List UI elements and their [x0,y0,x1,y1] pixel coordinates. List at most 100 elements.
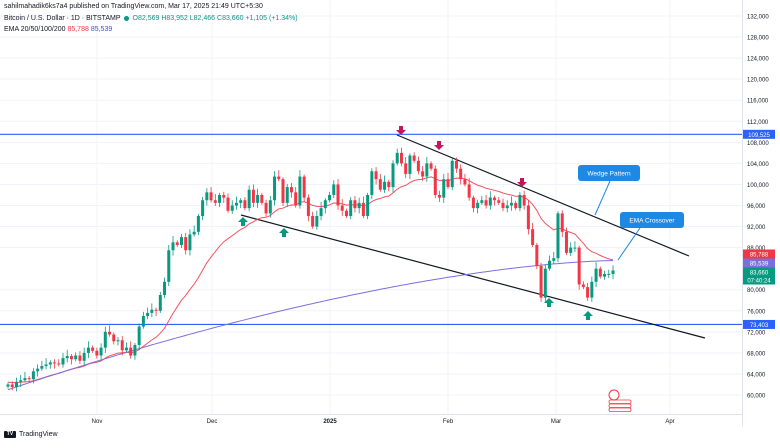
y-tick-label: 116,000 [747,99,769,105]
y-tick-label: 68,000 [747,351,766,357]
candle-body [399,152,403,164]
candle-body [179,237,183,245]
candle-body [36,368,40,372]
candle-body [294,192,298,206]
y-tick-label: 64,000 [747,372,766,378]
candle-body [370,171,374,195]
ema20-line [7,176,614,384]
y-tick-label: 120,000 [747,78,769,84]
ema200-line [7,260,613,391]
price-label-bg [743,319,775,329]
candle-body [163,281,167,295]
candle-body [230,205,234,211]
high-value: H83,952 [161,15,188,22]
candle-body [116,340,120,342]
candle-body [349,200,353,217]
price-label-ema20: 85,788 [750,253,769,259]
candle-body [581,284,585,288]
candle-body [256,194,260,203]
candle-body [497,200,501,203]
candle-body [598,268,602,277]
candle-body [340,205,344,211]
candle-body [332,184,336,195]
red-down-arrow-icon [396,126,406,135]
candle-body [10,384,14,388]
candle-body [569,247,573,253]
candle-body [209,192,213,201]
candle-body [78,355,82,361]
price-label-hline: 73,403 [750,323,769,329]
candle-body [268,200,272,214]
candle-body [539,266,543,298]
candle-body [14,381,18,388]
candle-body [480,200,484,203]
candle-body [201,200,205,217]
candle-body [315,216,319,227]
price-label-bg [743,258,775,268]
open-value: O82,569 [132,15,160,22]
candle-body [366,194,370,217]
candle-body [484,200,488,206]
market-status-dot [123,15,129,21]
candle-body [531,229,535,245]
candle-body [573,247,577,249]
candle-body [188,234,192,251]
price-grid [0,0,742,414]
candle-body [505,205,509,209]
candle-body [289,187,293,193]
ema-legend[interactable]: EMA 20/50/100/200 85,788 85,539 [4,26,112,33]
candle-body [146,312,150,317]
candle-body [425,163,429,177]
ema-callout-leader [617,227,641,261]
candle-body [273,176,277,201]
candle-body [137,326,141,345]
y-tick-label: 72,000 [747,330,766,336]
ema-lines [7,176,614,391]
candle-body [454,160,458,169]
x-tick-label: Mar [551,419,561,425]
candle-body [590,281,594,298]
candle-body [429,163,433,169]
y-tick-label: 124,000 [747,57,769,63]
price-axis: 132,000 128,000 124,000 120,000 116,000 112,0… [747,15,769,400]
candle-body [239,200,243,203]
candle-body [277,176,281,180]
wedge-trendlines [240,134,706,339]
y-tick-label: 60,000 [747,394,766,400]
candle-body [446,179,450,188]
y-tick-label: 104,000 [747,162,769,168]
candle-body [514,202,518,209]
candle-body [344,210,348,217]
candle-body [395,152,399,164]
candle-body [577,247,581,285]
candle-body [74,355,78,360]
candle-body [129,347,133,356]
brand-text: TradingView [19,431,58,438]
candle-body [91,347,95,351]
red-down-arrow-icon [434,141,444,150]
candle-body [108,331,112,335]
candle-body [607,273,611,275]
candle-body [260,194,264,203]
tradingview-logo-icon: TV [4,431,16,438]
candle-body [509,202,513,206]
candle-body [226,197,230,211]
candle-body [31,371,35,380]
ema-crossover-callout-text: EMA Crossover [629,218,675,225]
candle-body [40,366,44,369]
price-label-bg [743,249,775,259]
candle-body [53,362,57,364]
candle-body [196,216,200,232]
callouts: Wedge Pattern EMA Crossover [578,165,684,261]
red-down-arrow-icon [517,178,527,187]
green-up-arrow-icon [544,298,554,307]
price-label-hline: 109,525 [748,133,770,139]
wedge-callout-text: Wedge Pattern [587,171,631,178]
y-tick-label: 76,000 [747,309,766,315]
y-tick-label: 132,000 [747,15,769,21]
candle-body [154,309,158,311]
candle-body [99,347,103,356]
footer-brand[interactable]: TV TradingView [4,431,58,438]
